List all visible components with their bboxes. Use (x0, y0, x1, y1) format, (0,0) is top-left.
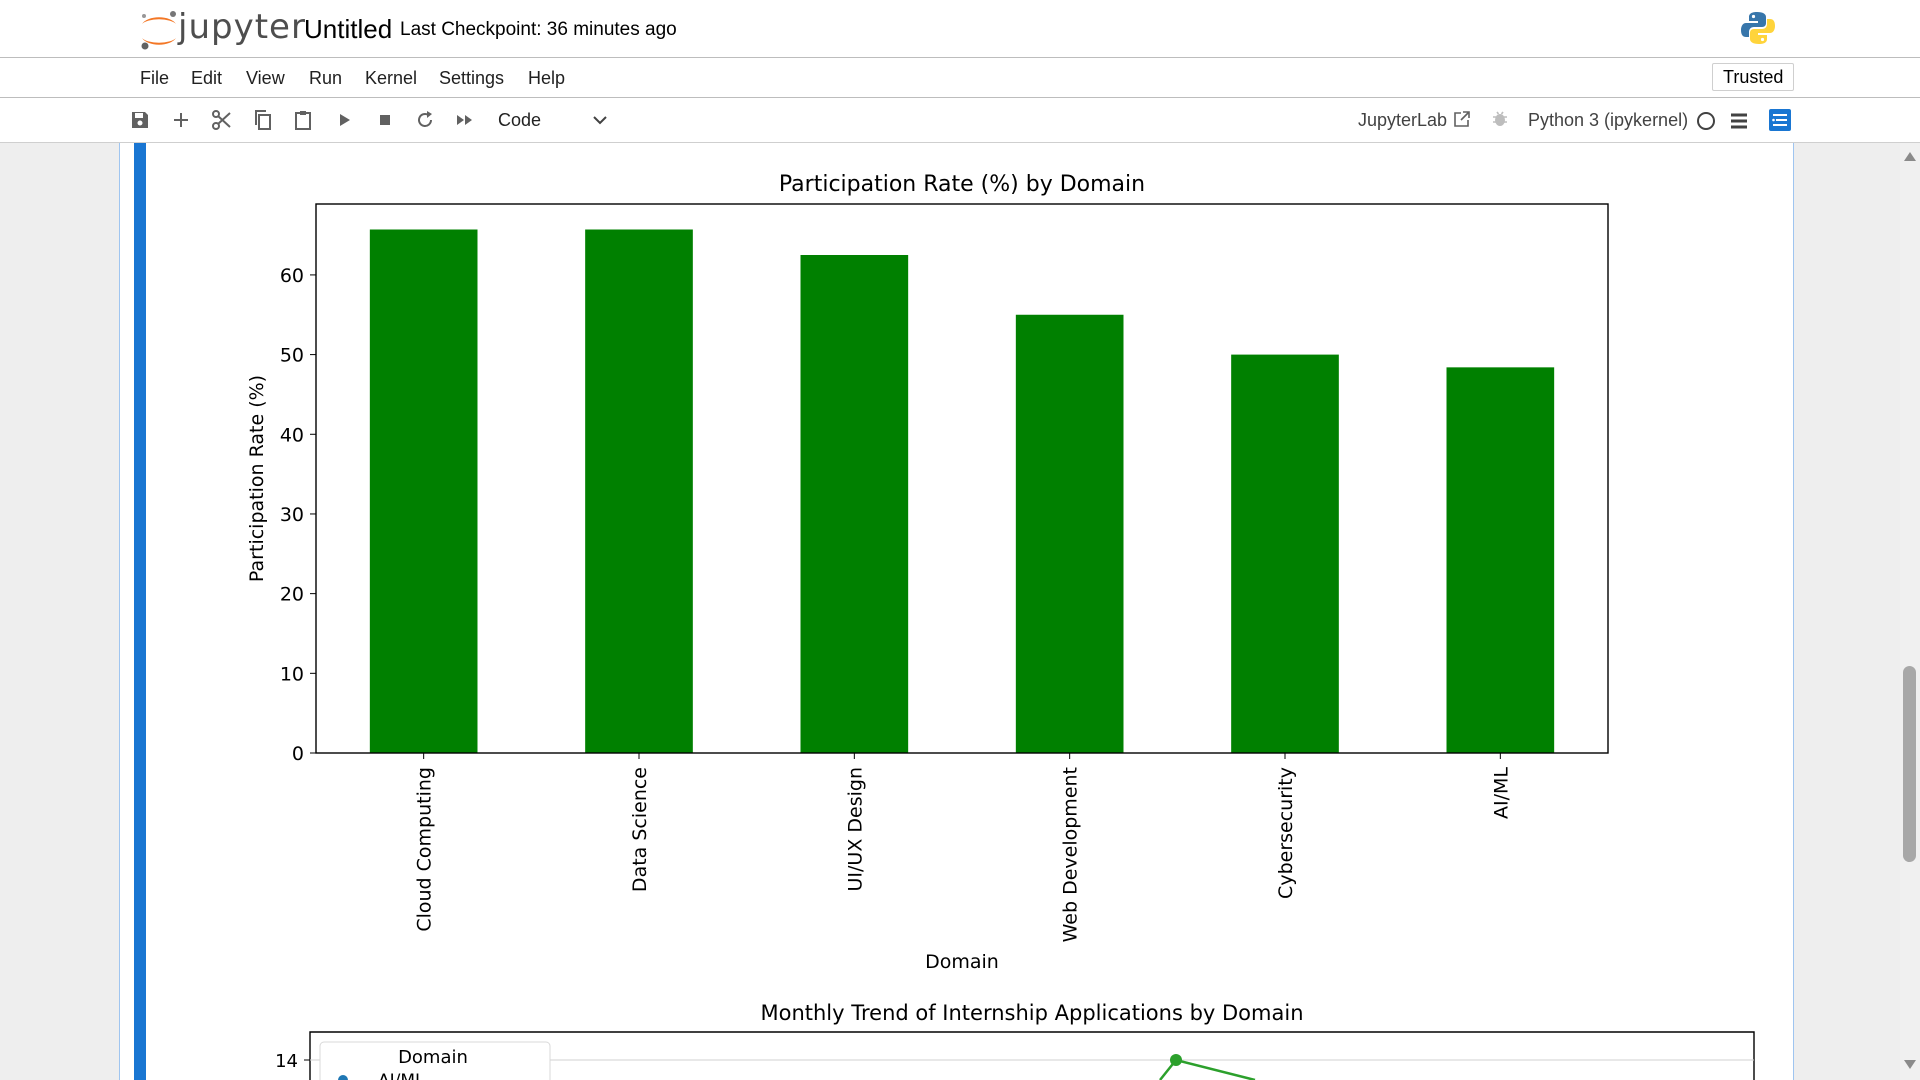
y-tick-label: 60 (280, 265, 304, 287)
x-axis-label: Domain (925, 951, 999, 973)
run-icon[interactable] (332, 108, 356, 132)
legend-box (319, 1041, 551, 1080)
menu-edit[interactable]: Edit (191, 68, 223, 88)
plot-frame (309, 1031, 1755, 1080)
y-tick-label: 0 (292, 743, 304, 765)
cut-icon[interactable] (210, 108, 234, 132)
vertical-scrollbar[interactable] (1900, 143, 1920, 1080)
y-tick-label: 14 (275, 1051, 298, 1072)
menu-settings[interactable]: Settings (439, 68, 505, 88)
scroll-thumb[interactable] (1903, 666, 1916, 862)
fast-forward-icon[interactable] (453, 108, 477, 132)
plot-frame (315, 203, 1609, 754)
legend-marker (338, 1075, 348, 1080)
legend-entry: AI/ML (378, 1071, 425, 1080)
menu-file[interactable]: File (140, 68, 170, 88)
x-tick-label: Data Science (629, 767, 651, 892)
cell-collapser[interactable] (134, 143, 146, 1080)
save-icon[interactable] (128, 108, 152, 132)
stop-icon[interactable] (373, 108, 397, 132)
y-axis-label: Participation Rate (%) (246, 375, 268, 582)
jupyterlab-link[interactable]: JupyterLab (1358, 110, 1448, 130)
x-tick-label: UI/UX Design (844, 767, 866, 891)
x-tick-label: Cybersecurity (1275, 767, 1297, 899)
restart-icon[interactable] (413, 108, 437, 132)
x-tick-label: Web Development (1060, 767, 1082, 942)
chart-title: Participation Rate (%) by Domain (779, 172, 1145, 197)
jupyter-logo-text: jupyter (178, 7, 306, 47)
kernel-name[interactable]: Python 3 (ipykernel) (1528, 110, 1689, 130)
chart-bar (800, 254, 909, 753)
y-tick-label: 10 (280, 663, 304, 685)
menu-help[interactable]: Help (528, 68, 566, 88)
table-of-contents-icon[interactable] (1768, 108, 1792, 132)
notebook-toolbar: Code JupyterLab Python 3 (ipykernel) (0, 98, 1920, 143)
menu-run[interactable]: Run (309, 68, 343, 88)
external-link-icon[interactable] (1452, 109, 1472, 129)
chart-bar (369, 229, 478, 754)
chart-title: Monthly Trend of Internship Applications… (760, 1001, 1303, 1025)
menu-view[interactable]: View (246, 68, 285, 88)
y-tick-label: 30 (280, 504, 304, 526)
x-tick-label: AI/ML (1490, 767, 1512, 819)
series-point (1170, 1054, 1182, 1066)
chart-bar (585, 229, 693, 754)
chart-bar (1231, 354, 1339, 753)
trusted-indicator[interactable]: Trusted (1712, 63, 1795, 91)
menu-kernel[interactable]: Kernel (365, 68, 418, 88)
kernel-idle-status-icon (1697, 112, 1715, 130)
notebook-title[interactable]: Untitled (304, 14, 393, 44)
chevron-down-icon[interactable] (590, 110, 610, 130)
copy-icon[interactable] (251, 108, 275, 132)
scroll-down-icon[interactable] (1904, 1060, 1916, 1069)
y-tick-label: 20 (280, 584, 304, 606)
python-logo-icon (1741, 12, 1775, 44)
cell-type-select[interactable]: Code (498, 110, 542, 130)
chart-bar (1446, 367, 1555, 753)
jupyter-logo-icon[interactable] (136, 8, 182, 52)
chart-bar (1015, 314, 1124, 753)
paste-icon[interactable] (291, 108, 315, 132)
debugger-bug-icon[interactable] (1490, 109, 1510, 129)
last-checkpoint: Last Checkpoint: 36 minutes ago (400, 19, 677, 40)
menubar: File Edit View Run Kernel Settings Help … (0, 58, 1920, 98)
add-icon[interactable] (169, 108, 193, 132)
y-tick-label: 40 (280, 424, 304, 446)
scroll-up-icon[interactable] (1904, 152, 1916, 161)
legend-title: Domain (398, 1047, 468, 1068)
y-tick-label: 50 (280, 345, 304, 367)
menu-list-icon[interactable] (1728, 110, 1750, 132)
top-header: jupyter Untitled Last Checkpoint: 36 min… (0, 0, 1920, 58)
x-tick-label: Cloud Computing (414, 767, 436, 932)
